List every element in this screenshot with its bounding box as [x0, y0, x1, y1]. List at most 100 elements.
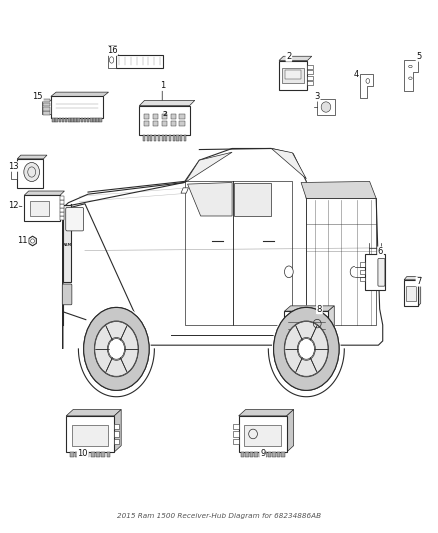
Bar [239, 416, 287, 452]
Bar [150, 135, 152, 141]
Bar [307, 76, 313, 80]
Bar [259, 452, 262, 457]
Bar [154, 135, 156, 141]
Bar [297, 339, 300, 344]
Polygon shape [239, 409, 293, 416]
Bar [272, 452, 276, 457]
Bar [52, 118, 55, 122]
Bar [60, 204, 64, 208]
Text: 8: 8 [317, 304, 322, 313]
Polygon shape [114, 409, 121, 452]
Bar [144, 120, 149, 126]
Bar [74, 118, 77, 122]
Text: 6: 6 [378, 247, 383, 256]
Text: 2: 2 [286, 52, 291, 61]
Bar [285, 70, 301, 79]
Ellipse shape [298, 338, 314, 359]
FancyBboxPatch shape [378, 259, 385, 286]
FancyBboxPatch shape [66, 207, 84, 231]
Bar [244, 425, 281, 446]
Bar [43, 103, 50, 107]
Bar [302, 339, 306, 344]
Bar [43, 107, 50, 110]
Bar [360, 277, 365, 281]
Ellipse shape [321, 102, 331, 112]
Bar [114, 431, 120, 437]
Text: 10: 10 [78, 449, 88, 458]
Text: 5: 5 [417, 52, 422, 61]
Bar [24, 195, 60, 221]
Bar [72, 425, 109, 446]
Bar [285, 311, 328, 339]
Text: 11: 11 [17, 237, 28, 246]
Bar [173, 135, 175, 141]
Bar [153, 120, 158, 126]
Polygon shape [185, 152, 232, 182]
Bar [17, 159, 43, 188]
Ellipse shape [285, 321, 328, 376]
Bar [365, 254, 385, 290]
Bar [75, 452, 79, 457]
Bar [245, 452, 249, 457]
Bar [169, 135, 171, 141]
Bar [317, 99, 335, 115]
Polygon shape [328, 306, 334, 339]
Bar [307, 70, 313, 74]
Text: 9: 9 [260, 449, 265, 458]
Bar [180, 114, 184, 119]
Bar [78, 118, 80, 122]
Bar [91, 452, 95, 457]
Bar [114, 439, 120, 444]
Bar [102, 452, 105, 457]
Ellipse shape [274, 308, 339, 390]
Bar [406, 286, 416, 301]
Bar [43, 99, 50, 102]
Text: 13: 13 [7, 162, 18, 171]
Text: 16: 16 [107, 46, 117, 55]
Bar [162, 135, 163, 141]
Polygon shape [404, 60, 418, 91]
Bar [60, 208, 64, 212]
Ellipse shape [297, 337, 315, 360]
Bar [281, 452, 285, 457]
Text: 1: 1 [159, 81, 165, 90]
Ellipse shape [284, 321, 328, 377]
Bar [65, 118, 67, 122]
Bar [30, 201, 49, 216]
Ellipse shape [272, 305, 341, 392]
Ellipse shape [84, 308, 149, 390]
Polygon shape [279, 56, 312, 61]
Bar [317, 339, 321, 344]
Polygon shape [139, 100, 195, 106]
Bar [162, 114, 167, 119]
Polygon shape [66, 409, 121, 416]
Bar [283, 68, 304, 83]
Bar [107, 452, 110, 457]
Bar [162, 120, 167, 126]
Polygon shape [418, 277, 421, 306]
Polygon shape [181, 188, 188, 193]
Bar [177, 135, 179, 141]
Bar [287, 339, 290, 344]
Bar [66, 416, 114, 452]
Bar [268, 452, 271, 457]
Bar [51, 96, 103, 118]
Bar [116, 55, 163, 68]
Polygon shape [234, 182, 271, 216]
Bar [42, 100, 51, 115]
Polygon shape [17, 155, 47, 159]
Bar [233, 439, 239, 444]
Polygon shape [187, 182, 232, 216]
Bar [279, 61, 307, 90]
Bar [81, 118, 83, 122]
Ellipse shape [108, 338, 124, 359]
FancyBboxPatch shape [62, 284, 72, 305]
Bar [60, 200, 64, 204]
Bar [307, 339, 311, 344]
Bar [55, 118, 58, 122]
Bar [153, 114, 158, 119]
Bar [404, 280, 418, 306]
Bar [43, 111, 50, 115]
Ellipse shape [94, 321, 138, 377]
Polygon shape [51, 92, 109, 96]
